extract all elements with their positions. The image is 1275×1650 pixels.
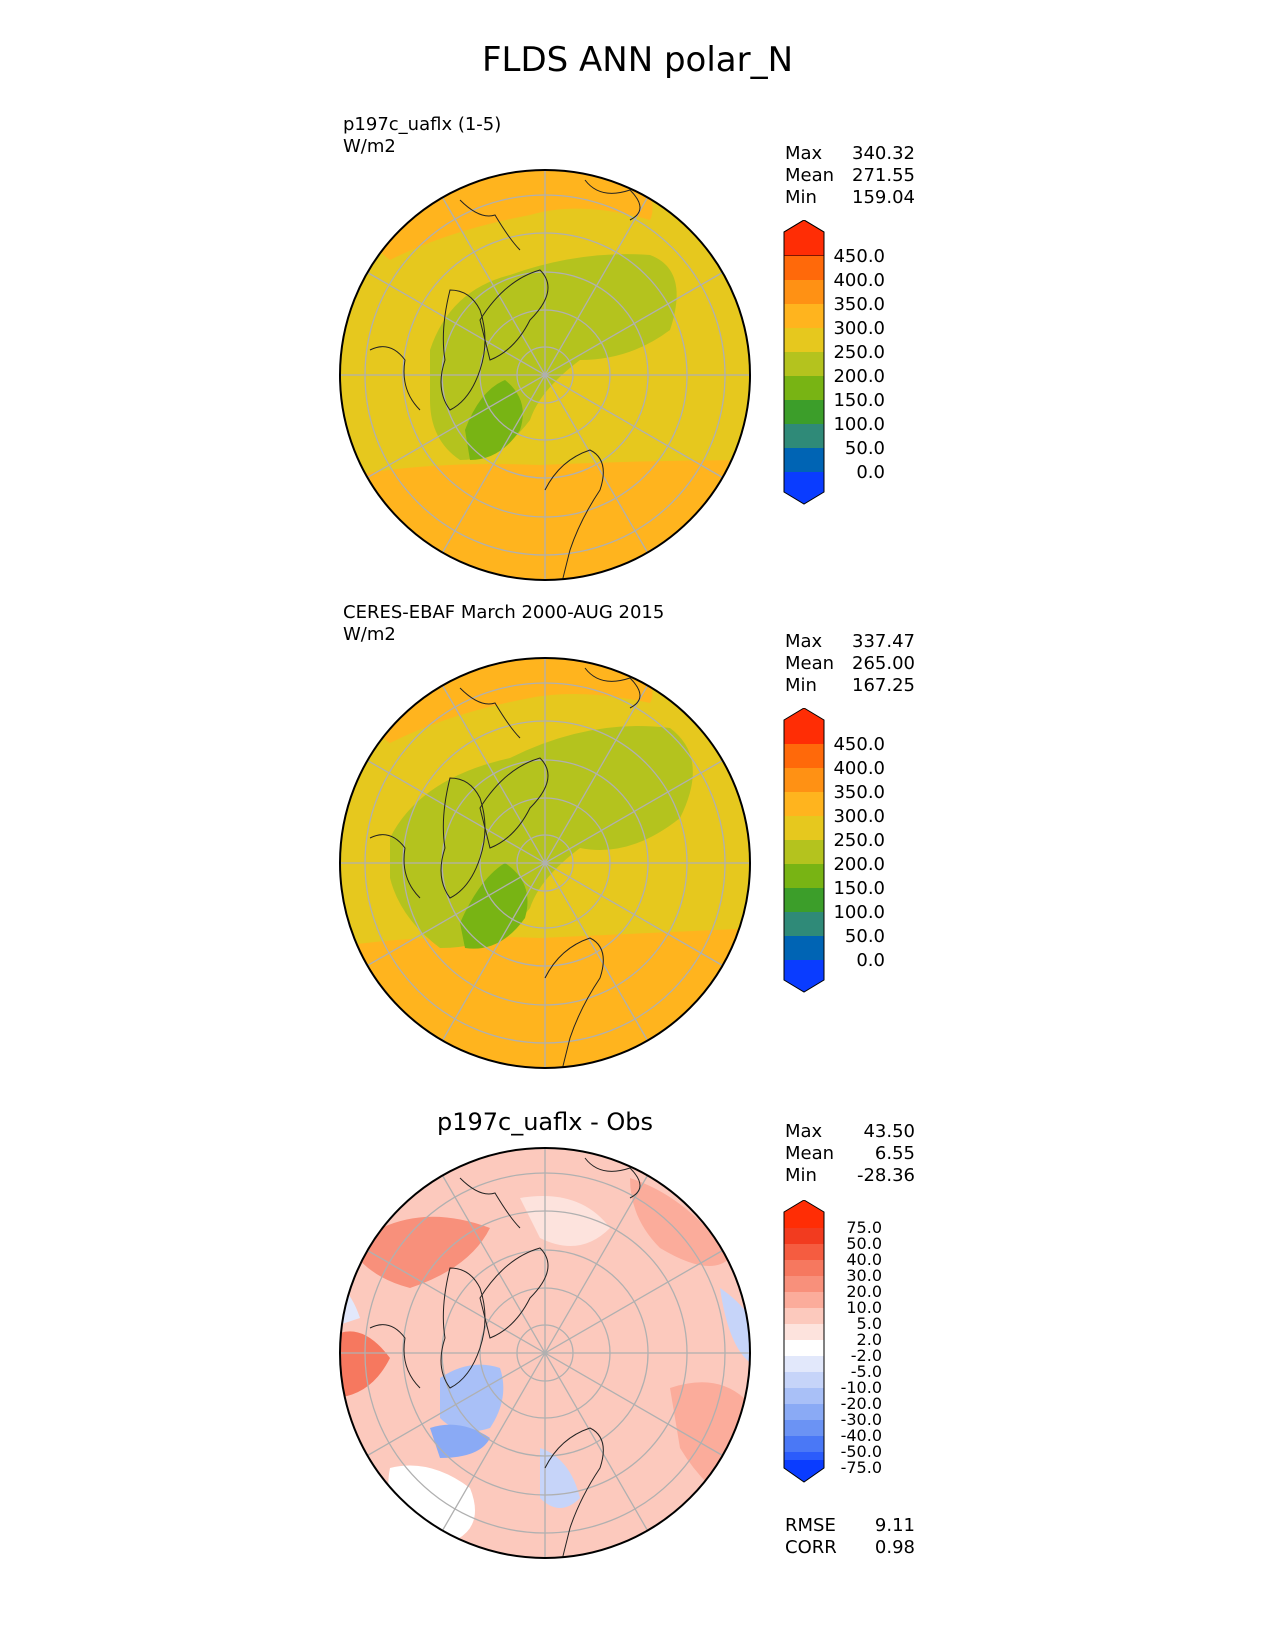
panel-2-title: CERES-EBAF March 2000-AUG 2015 <box>343 602 665 623</box>
panel-1-units: W/m2 <box>343 136 396 157</box>
panel-1-polar-map <box>339 169 751 581</box>
figure-title: FLDS ANN polar_N <box>481 40 794 80</box>
panel-2-polar-map <box>339 657 751 1069</box>
panel-3-title: p197c_uaflx - Obs <box>436 1108 654 1136</box>
panel-1-stats: Max 340.32 Mean 271.55 Min 159.04 <box>785 143 915 208</box>
panel-1-title: p197c_uaflx (1-5) <box>343 114 502 135</box>
panel-2-colorbar <box>783 708 825 993</box>
panel-2-units: W/m2 <box>343 624 396 645</box>
panel-3-metrics: RMSE 9.11 CORR 0.98 <box>785 1515 915 1558</box>
panel-3-colorbar <box>783 1200 825 1483</box>
panel-1-colorbar <box>783 220 825 505</box>
panel-3-polar-map <box>339 1147 751 1559</box>
panel-2-stats: Max 337.47 Mean 265.00 Min 167.25 <box>785 631 915 696</box>
panel-3-stats: Max 43.50 Mean 6.55 Min -28.36 <box>785 1121 915 1186</box>
